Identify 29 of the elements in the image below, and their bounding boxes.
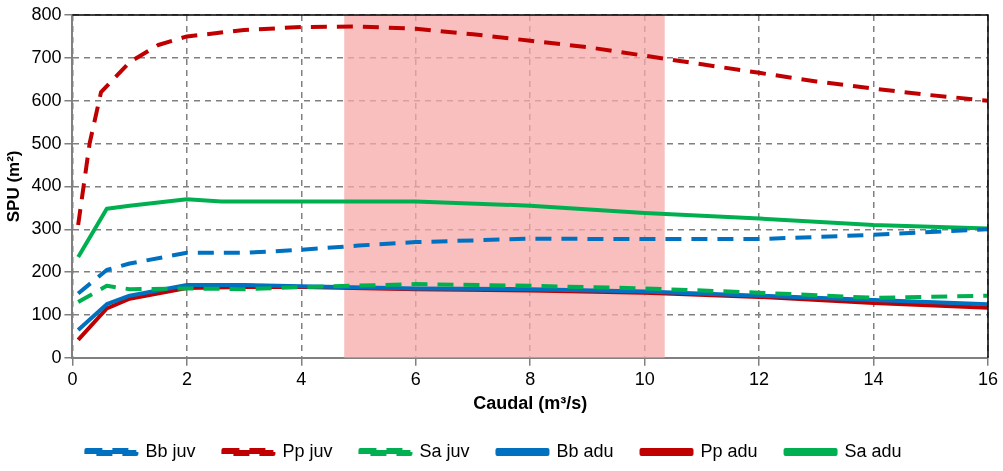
line-series xyxy=(76,227,988,296)
legend-label: Sa juv xyxy=(419,440,470,461)
legend-label: Bb juv xyxy=(145,440,196,461)
x-tick-label: 10 xyxy=(634,368,655,389)
y-tick-label: 0 xyxy=(51,346,62,367)
x-axis-title: Caudal (m³/s) xyxy=(473,393,588,414)
y-tick-label: 700 xyxy=(31,46,62,67)
y-tick-label: 800 xyxy=(31,3,62,24)
y-tick-label: 600 xyxy=(31,89,62,110)
legend-label: Pp juv xyxy=(282,440,333,461)
y-axis-title: SPU (m²) xyxy=(3,150,23,223)
y-tick-label: 400 xyxy=(31,175,62,196)
legend-label: Bb adu xyxy=(556,440,614,461)
legend-label: Pp adu xyxy=(700,440,758,461)
y-tick-label: 100 xyxy=(31,303,62,324)
x-tick-label: 16 xyxy=(977,368,999,389)
y-tick-label: 500 xyxy=(31,132,62,153)
x-tick-label: 2 xyxy=(181,368,192,389)
line-series xyxy=(76,282,988,305)
y-tick-label: 300 xyxy=(31,218,62,239)
y-tick-label: 200 xyxy=(31,261,62,282)
x-tick-label: 0 xyxy=(67,368,78,389)
x-tick-label: 14 xyxy=(863,368,884,389)
x-tick-label: 6 xyxy=(410,368,421,389)
line-series xyxy=(76,24,988,227)
x-tick-label: 4 xyxy=(296,368,307,389)
x-tick-label: 12 xyxy=(749,368,770,389)
x-tick-label: 8 xyxy=(525,368,536,389)
legend-label: Sa adu xyxy=(844,440,902,461)
